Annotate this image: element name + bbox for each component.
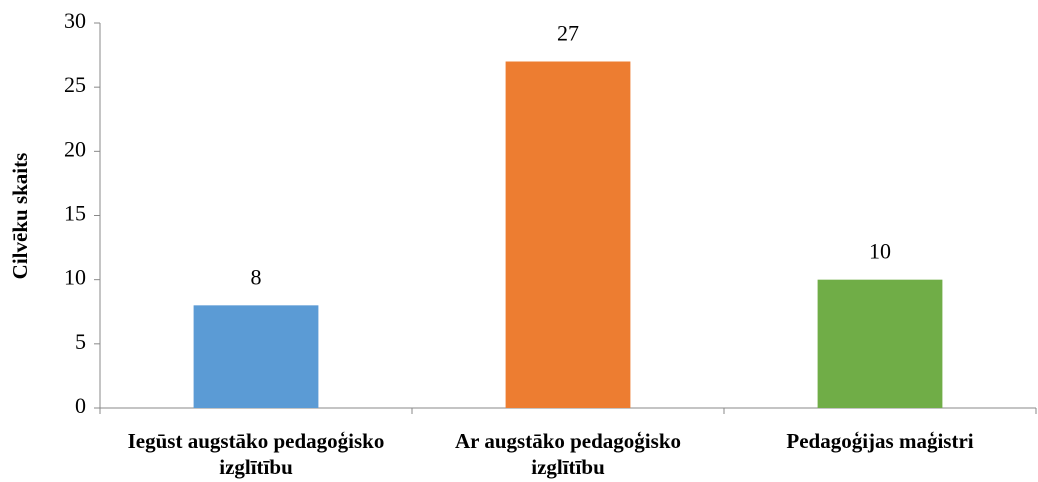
- y-tick-label: 15: [64, 201, 86, 226]
- y-tick-label: 20: [64, 136, 86, 161]
- y-tick-label: 0: [75, 393, 86, 418]
- bar: [817, 279, 943, 408]
- data-label: 27: [557, 21, 579, 46]
- data-label: 8: [251, 264, 262, 289]
- bar: [505, 61, 631, 408]
- y-tick-label: 10: [64, 265, 86, 290]
- bar: [193, 305, 319, 408]
- x-tick-label: Pedagoģijas maģistri: [786, 429, 974, 453]
- y-tick-label: 30: [64, 8, 86, 33]
- x-tick-label: Iegūst augstāko pedagoģisko izglītību: [127, 429, 385, 479]
- y-tick-label: 25: [64, 72, 86, 97]
- x-tick-label: Ar augstāko pedagoģisko izglītību: [455, 429, 681, 479]
- y-tick-label: 5: [75, 329, 86, 354]
- data-label: 10: [869, 239, 891, 264]
- y-axis-label: Cilvēku skaits: [8, 153, 32, 280]
